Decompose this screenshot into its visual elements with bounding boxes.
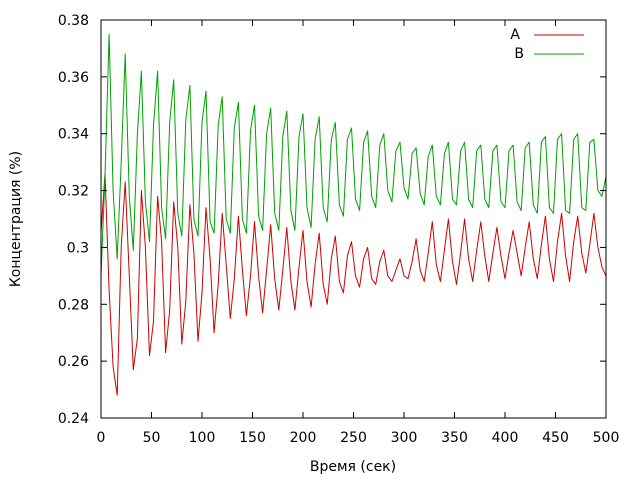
- series-line-a: [100, 173, 607, 396]
- x-tick-label: 300: [391, 430, 418, 446]
- y-tick-label: 0.26: [58, 354, 89, 370]
- x-tick-label: 150: [239, 430, 266, 446]
- y-tick-label: 0.3: [67, 240, 89, 256]
- ticks-layer: 0 50 100 150 200 250 300 350 400 450 500 0.24 0.26 0.…: [58, 13, 620, 446]
- series-layer: [100, 33, 607, 396]
- x-tick-label: 250: [340, 430, 367, 446]
- y-tick-label: 0.34: [58, 127, 89, 143]
- legend-label-b: B: [514, 46, 524, 62]
- x-axis-label: Время (сек): [310, 459, 396, 475]
- series-line-b: [100, 33, 607, 276]
- y-tick-label: 0.24: [58, 411, 89, 427]
- y-axis-label: Концентрация (%): [8, 151, 24, 287]
- x-tick-label: 450: [542, 430, 569, 446]
- x-tick-label: 200: [290, 430, 317, 446]
- legend: A B: [510, 27, 584, 62]
- x-tick-label: 400: [492, 430, 519, 446]
- x-tick-label: 50: [143, 430, 161, 446]
- y-tick-label: 0.38: [58, 13, 89, 29]
- y-tick-label: 0.32: [58, 184, 89, 200]
- y-tick-label: 0.28: [58, 297, 89, 313]
- legend-label-a: A: [510, 27, 520, 43]
- x-tick-label: 500: [593, 430, 620, 446]
- plot-frame: [100, 19, 607, 419]
- x-tick-label: 350: [441, 430, 468, 446]
- x-tick-label: 0: [97, 430, 106, 446]
- y-tick-label: 0.36: [58, 70, 89, 86]
- x-tick-label: 100: [189, 430, 216, 446]
